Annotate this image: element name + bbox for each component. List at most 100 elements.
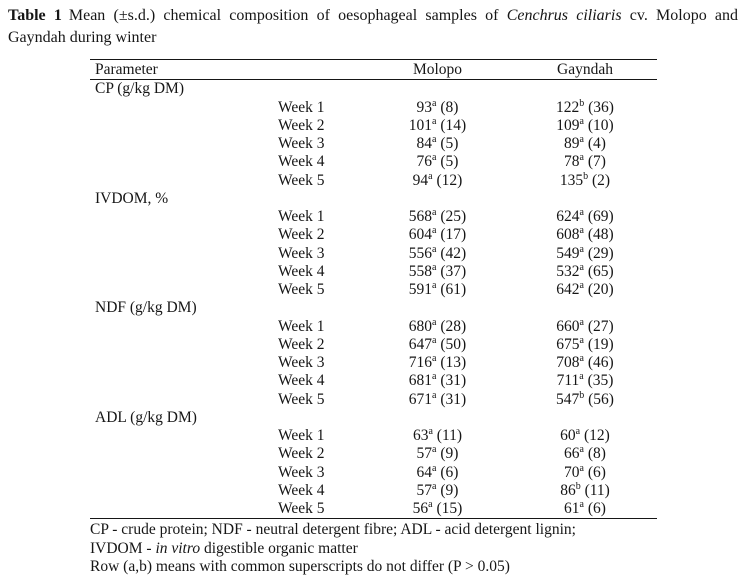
mean-value: 556 <box>408 244 433 262</box>
week-label: Week 2 <box>278 226 325 244</box>
significance-superscript: a <box>579 152 584 164</box>
gayndah-value-cell: 624a (69) <box>556 206 614 226</box>
footnote-ivdom-suffix: digestible organic matter <box>200 539 358 557</box>
significance-superscript: a <box>432 97 437 109</box>
week-label: Week 5 <box>278 281 325 299</box>
significance-superscript: a <box>579 371 584 383</box>
significance-superscript: b <box>579 97 585 109</box>
significance-superscript: a <box>579 462 584 474</box>
table-number-label: Table 1 <box>8 7 62 24</box>
gayndah-value-cell: 78a (7) <box>564 152 606 171</box>
footnote-ivdom-italic: in vitro <box>155 539 201 557</box>
header-molopo: Molopo <box>412 60 463 78</box>
mean-value: 547 <box>556 390 580 408</box>
molopo-value-cell: 101a (14) <box>408 115 467 134</box>
week-label: Week 5 <box>278 390 325 408</box>
table-row: Week 2 101a (14) 109a (10) <box>90 115 657 135</box>
mean-value: 101 <box>408 116 433 134</box>
table-row: Week 1 63a (11) 60a (12) <box>90 425 657 445</box>
significance-superscript: a <box>579 115 584 127</box>
mean-value: 135 <box>559 171 584 189</box>
gayndah-value-cell: 642a (20) <box>556 279 614 299</box>
mean-value: 61 <box>564 500 580 518</box>
header-gayndah: Gayndah <box>557 60 613 78</box>
significance-superscript: a <box>579 206 584 218</box>
week-label: Week 2 <box>278 445 325 463</box>
caption-text: Mean (±s.d.) chemical composition of oes… <box>68 7 507 24</box>
mean-value: 681 <box>408 372 433 390</box>
mean-value: 642 <box>556 281 580 299</box>
mean-value: 57 <box>416 481 433 499</box>
significance-superscript: a <box>432 225 437 237</box>
molopo-value-cell: 558a (37) <box>408 261 467 280</box>
mean-value: 78 <box>564 153 580 171</box>
molopo-value-cell: 94a (12) <box>412 170 463 189</box>
week-label: Week 3 <box>278 463 325 481</box>
table-row: Week 4 76a (5) 78a (7) <box>90 153 657 171</box>
significance-superscript: a <box>575 425 581 437</box>
significance-superscript: a <box>432 462 437 474</box>
mean-value: 624 <box>556 208 580 226</box>
week-label: Week 1 <box>278 427 325 445</box>
table-row: Week 2 647a (50) 675a (19) <box>90 334 657 354</box>
footnote-ivdom-prefix: IVDOM - <box>90 539 156 557</box>
significance-superscript: a <box>579 334 584 346</box>
week-label: Week 3 <box>278 354 325 372</box>
significance-superscript: a <box>579 316 584 328</box>
significance-superscript: a <box>432 389 437 401</box>
table-row: Week 1 93a (8) 122b (36) <box>90 98 657 116</box>
gayndah-value-cell: 708a (46) <box>556 352 614 372</box>
significance-superscript: a <box>432 334 437 346</box>
gayndah-value-cell: 608a (48) <box>556 225 614 244</box>
significance-superscript: a <box>428 170 433 182</box>
week-label: Week 2 <box>278 116 325 134</box>
significance-superscript: a <box>579 279 584 291</box>
mean-value: 660 <box>556 317 580 335</box>
significance-superscript: a <box>579 243 584 255</box>
table-row: Week 5 94a (12) 135b (2) <box>90 171 657 189</box>
molopo-value-cell: 680a (28) <box>408 316 467 335</box>
gayndah-value-cell: 70a (6) <box>564 462 606 481</box>
significance-superscript: a <box>579 133 584 145</box>
footnote-ivdom: IVDOM - in vitro digestible organic matt… <box>90 540 730 559</box>
molopo-value-cell: 93a (8) <box>416 97 459 116</box>
caption-line-1: Table 1 Mean (±s.d.) chemical composition… <box>8 5 738 27</box>
significance-superscript: a <box>432 243 437 255</box>
mean-value: 122 <box>556 98 580 116</box>
mean-value: 84 <box>416 135 433 153</box>
table-row: Week 4 681a (31) 711a (35) <box>90 372 657 390</box>
mean-value: 604 <box>408 226 433 244</box>
table-row: Week 3 716a (13) 708a (46) <box>90 352 657 372</box>
mean-value: 591 <box>408 281 433 299</box>
significance-superscript: a <box>579 261 584 273</box>
section-row: CP (g/kg DM) <box>90 80 657 98</box>
mean-value: 608 <box>556 226 580 244</box>
mean-value: 675 <box>556 335 580 353</box>
mean-value: 93 <box>416 98 433 116</box>
molopo-value-cell: 57a (9) <box>416 480 459 499</box>
gayndah-value-cell: 109a (10) <box>556 115 614 134</box>
significance-superscript: a <box>432 261 437 273</box>
significance-superscript: a <box>432 133 437 145</box>
mean-value: 647 <box>408 335 433 353</box>
gayndah-value-cell: 66a (8) <box>564 444 606 463</box>
gayndah-value-cell: 547b (56) <box>556 389 614 408</box>
molopo-value-cell: 681a (31) <box>408 371 467 390</box>
table-row: Week 1 568a (25) 624a (69) <box>90 206 657 226</box>
mean-value: 109 <box>556 116 580 134</box>
gayndah-value-cell: 135b (2) <box>559 170 611 189</box>
table-row: Week 4 57a (9) 86b (11) <box>90 480 657 500</box>
table-header-row: Parameter Molopo Gayndah <box>90 60 657 80</box>
week-label: Week 3 <box>278 244 325 262</box>
footnote-abbreviations: CP - crude protein; NDF - neutral deterg… <box>90 521 576 538</box>
mean-value: 70 <box>564 463 580 481</box>
mean-value: 549 <box>556 244 580 262</box>
table-row: Week 4 558a (37) 532a (65) <box>90 261 657 281</box>
significance-superscript: a <box>432 444 437 456</box>
header-parameter: Parameter <box>95 60 158 78</box>
table-row: Week 1 680a (28) 660a (27) <box>90 317 657 335</box>
gayndah-value-cell: 549a (29) <box>556 243 614 262</box>
table-footnotes: CP - crude protein; NDF - neutral deterg… <box>90 521 730 577</box>
week-label: Week 5 <box>278 171 325 189</box>
mean-value: 532 <box>556 262 580 280</box>
